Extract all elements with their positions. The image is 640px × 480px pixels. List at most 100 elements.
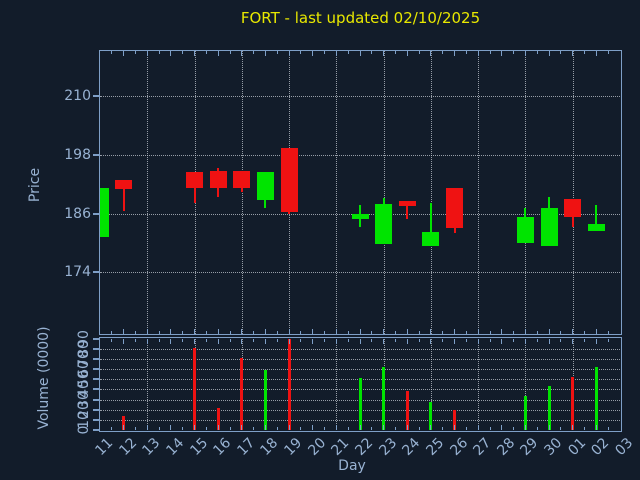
price-tick-label-210: 210 (64, 88, 91, 105)
candle-body-30 (540, 208, 558, 246)
candle-body-02 (587, 224, 605, 232)
x-tick-label-13: 13 (139, 435, 164, 459)
candle-body-11 (100, 188, 109, 237)
volume-gridline-80 (100, 348, 620, 350)
x-gridline-29 (525, 338, 527, 430)
candle-body-18 (256, 171, 274, 200)
x-gridline-21 (336, 51, 338, 334)
candle-body-25 (422, 231, 440, 246)
volume-tick-label-60: 60 (76, 360, 92, 378)
volume-bar-17 (240, 357, 244, 430)
candle-wick-15 (193, 172, 196, 204)
candle-wick-02 (595, 204, 598, 232)
volume-bar-24 (405, 391, 409, 430)
candle-body-24 (398, 201, 416, 206)
volume-bar-16 (216, 407, 220, 430)
x-gridline-23 (383, 51, 385, 334)
volume-bar-30 (547, 386, 551, 430)
candle-body-23 (375, 204, 393, 245)
x-tick-label-26: 26 (446, 435, 471, 459)
x-tick-label-18: 18 (257, 435, 282, 459)
x-tick-label-11: 11 (92, 435, 117, 459)
volume-tick-label-90: 90 (76, 329, 92, 348)
candle-body-22 (351, 214, 369, 220)
volume-tick-label-70: 70 (76, 349, 92, 368)
volume-bar-02 (594, 366, 598, 430)
candle-body-01 (564, 198, 582, 217)
volume-bar-18 (263, 370, 267, 430)
volume-panel (98, 337, 622, 432)
candle-body-17 (233, 170, 251, 188)
candle-body-15 (186, 172, 204, 188)
chart-title: FORT - last updated 02/10/2025 (240, 9, 481, 27)
x-tick-label-28: 28 (494, 435, 519, 459)
x-tick-label-27: 27 (470, 435, 495, 459)
x-tick-label-25: 25 (423, 435, 448, 459)
x-gridline-27 (478, 51, 480, 334)
x-tick-label-24: 24 (399, 435, 424, 459)
x-gridline-13 (147, 51, 149, 334)
x-gridline-29 (525, 51, 527, 334)
x-tick-label-19: 19 (281, 435, 306, 459)
price-gridline-198 (100, 155, 620, 157)
candle-body-29 (516, 216, 534, 243)
volume-tick-label-0: 0 (76, 425, 92, 435)
volume-tick-label-10: 10 (76, 410, 92, 429)
x-gridline-13 (147, 338, 149, 430)
price-gridline-210 (100, 96, 620, 98)
candle-wick-25 (429, 203, 432, 246)
x-tick-label-14: 14 (163, 435, 188, 459)
x-tick-label-29: 29 (517, 435, 542, 459)
x-tick-label-17: 17 (234, 435, 259, 459)
volume-bar-12 (122, 415, 126, 430)
candle-body-16 (209, 170, 227, 188)
volume-gridline-60 (100, 369, 620, 370)
candle-body-12 (115, 180, 133, 189)
price-panel (98, 49, 622, 335)
volume-bar-19 (287, 338, 291, 430)
x-tick-label-20: 20 (305, 435, 330, 459)
x-tick-label-15: 15 (186, 435, 211, 459)
x-tick-label-30: 30 (541, 435, 566, 459)
x-gridline-25 (430, 338, 432, 430)
volume-bar-29 (523, 396, 527, 430)
volume-bar-22 (358, 378, 362, 430)
price-tick-label-186: 186 (64, 205, 91, 222)
volume-bar-23 (382, 366, 386, 430)
x-tick-label-23: 23 (376, 435, 400, 459)
x-tick-label-16: 16 (210, 435, 235, 459)
x-gridline-25 (430, 51, 432, 334)
candle-body-26 (446, 188, 464, 228)
price-tick-label-198: 198 (64, 147, 91, 164)
x-gridline-21 (336, 338, 338, 430)
x-tick-label-22: 22 (352, 435, 377, 459)
volume-tick-label-50: 50 (76, 370, 92, 389)
volume-bar-15 (193, 347, 197, 430)
volume-axis-label: Volume (0000) (36, 326, 52, 430)
x-gridline-01 (572, 51, 574, 334)
x-tick-label-01: 01 (565, 435, 590, 459)
price-gridline-174 (100, 272, 620, 274)
x-tick-label-21: 21 (328, 435, 353, 459)
x-tick-label-03: 03 (612, 435, 637, 459)
price-axis-label: Price (27, 167, 43, 203)
candle-wick-12 (122, 180, 125, 211)
x-axis-label: Day (338, 458, 366, 474)
volume-gridline-70 (100, 358, 620, 360)
x-gridline-27 (478, 338, 480, 430)
volume-bar-25 (429, 401, 433, 430)
x-tick-label-02: 02 (588, 435, 613, 459)
x-gridline-17 (241, 51, 243, 334)
volume-tick-label-40: 40 (76, 380, 92, 399)
volume-plot-area (100, 338, 620, 430)
price-plot-area (100, 51, 620, 334)
price-tick-label-174: 174 (64, 264, 91, 281)
candle-wick-24 (406, 201, 409, 220)
candle-body-19 (280, 148, 298, 212)
volume-tick-label-30: 30 (76, 390, 92, 409)
volume-bar-26 (453, 409, 457, 430)
volume-tick-label-20: 20 (76, 400, 92, 419)
volume-tick-label-80: 80 (76, 339, 92, 358)
x-tick-label-12: 12 (116, 435, 140, 459)
